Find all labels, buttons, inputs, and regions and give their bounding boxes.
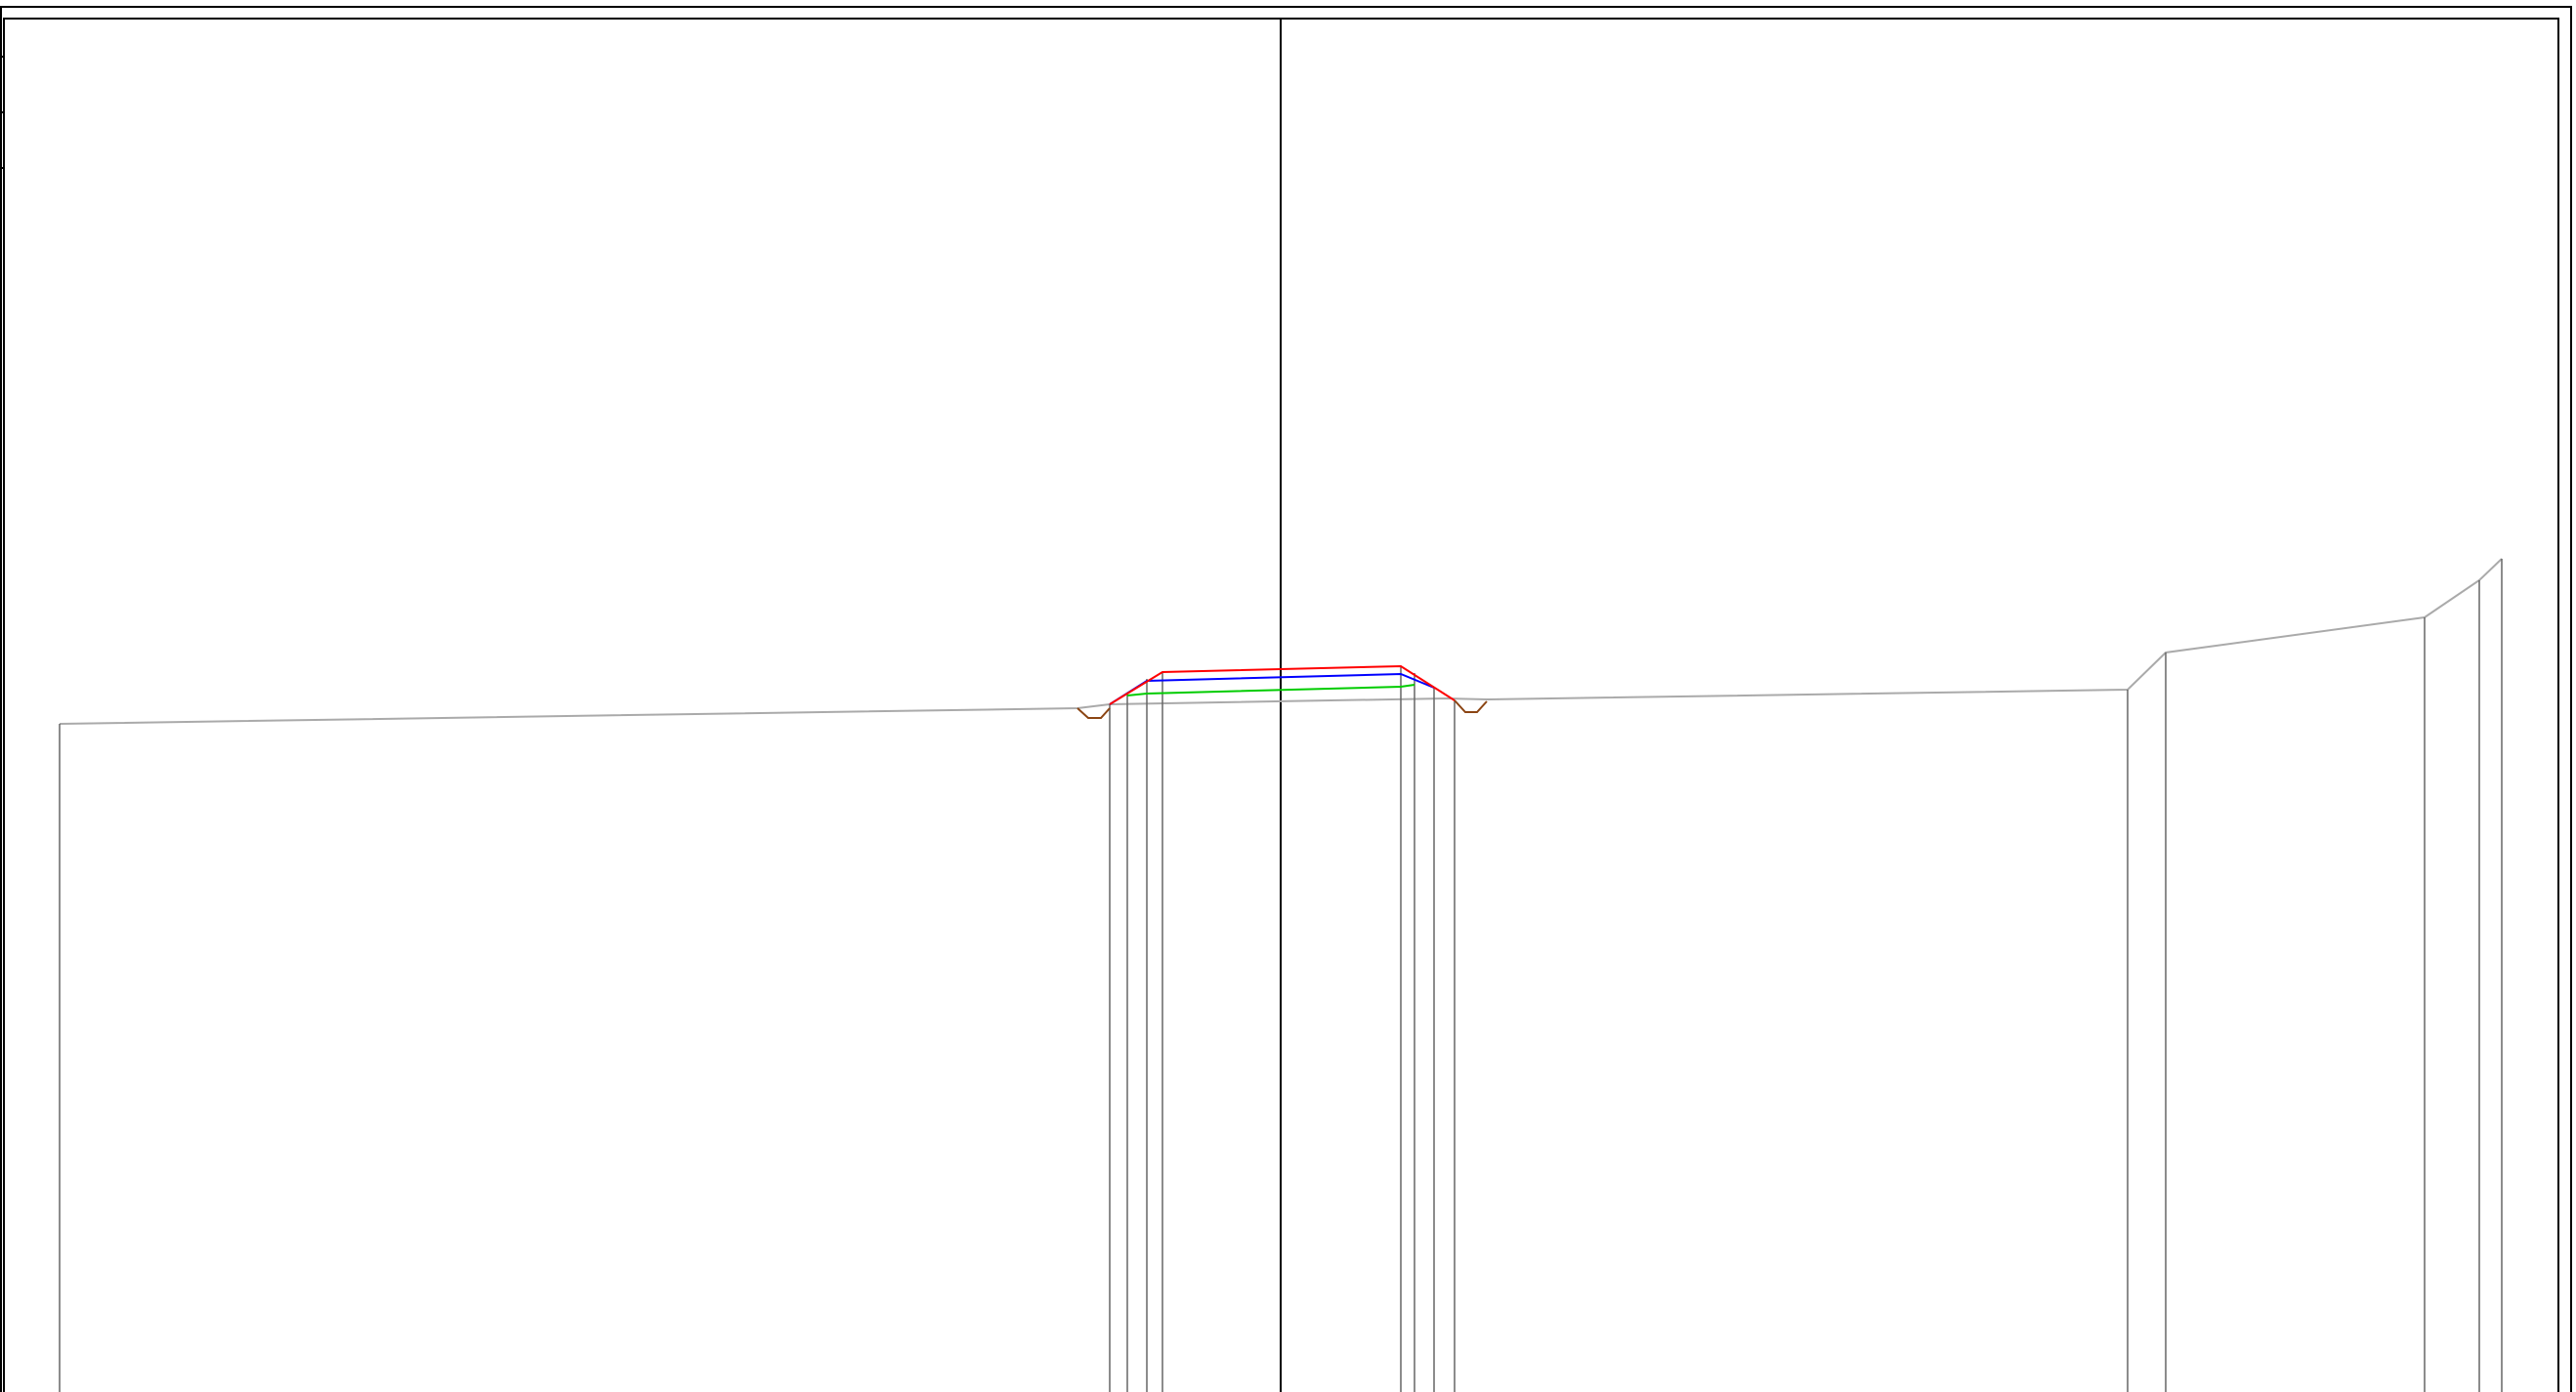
layer-bottom-line — [1126, 684, 1415, 696]
layer-top-line — [1109, 664, 1456, 705]
section-lines — [59, 559, 2503, 1392]
outer-frame — [0, 6, 2572, 1392]
right-ditch — [1454, 699, 1488, 713]
ground-line — [59, 558, 2503, 725]
left-ditch — [1077, 707, 1111, 719]
